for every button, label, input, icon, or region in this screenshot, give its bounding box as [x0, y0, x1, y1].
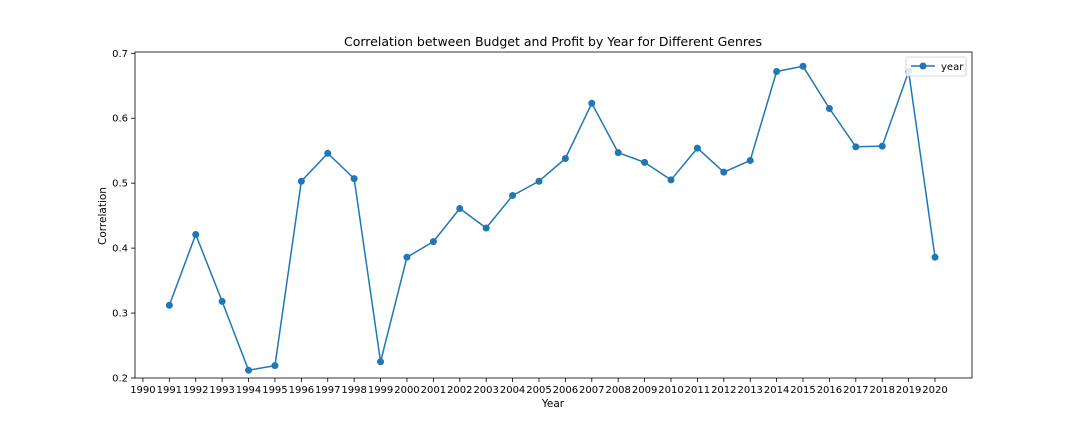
plot-area-frame — [134, 51, 973, 379]
x-tick-label: 2010 — [658, 385, 683, 396]
x-tick-label: 2011 — [685, 385, 710, 396]
y-axis-label: Correlation — [97, 187, 109, 245]
x-tick-label: 2000 — [394, 385, 419, 396]
x-tick-label: 1995 — [262, 385, 287, 396]
data-point — [614, 149, 622, 157]
data-point — [297, 177, 305, 185]
data-point — [271, 362, 279, 370]
data-point — [324, 149, 332, 157]
series-line — [168, 65, 936, 371]
x-tick-label: 2019 — [896, 385, 921, 396]
x-tick-label: 2004 — [500, 385, 525, 396]
x-tick-label: 2008 — [605, 385, 630, 396]
x-tick-label: 2006 — [553, 385, 578, 396]
data-point — [878, 142, 886, 150]
x-tick-label: 2014 — [764, 385, 789, 396]
y-tick-label: 0.5 — [112, 179, 128, 190]
data-point — [403, 253, 411, 261]
data-point — [535, 177, 543, 185]
x-tick-label: 1990 — [130, 385, 155, 396]
data-point — [245, 366, 253, 374]
data-point — [588, 99, 596, 107]
data-point — [799, 62, 807, 70]
data-point — [456, 205, 464, 213]
data-point — [218, 297, 226, 305]
x-axis-label: Year — [541, 398, 565, 410]
data-point — [377, 358, 385, 366]
data-point — [852, 143, 860, 151]
data-point — [165, 301, 173, 309]
x-tick-label: 2012 — [711, 385, 736, 396]
x-tick-label: 2009 — [632, 385, 657, 396]
y-tick-label: 0.2 — [112, 374, 128, 385]
x-tick-label: 1999 — [368, 385, 393, 396]
x-tick-label: 1993 — [209, 385, 234, 396]
x-tick-label: 2001 — [421, 385, 446, 396]
x-tick-label: 1996 — [289, 385, 314, 396]
x-tick-label: 2007 — [579, 385, 604, 396]
x-tick-label: 2003 — [473, 385, 498, 396]
legend-marker-swatch — [919, 62, 927, 70]
data-point — [561, 155, 569, 163]
y-tick-label: 0.7 — [112, 49, 128, 60]
x-tick-label: 1994 — [236, 385, 261, 396]
x-tick-label: 2002 — [447, 385, 472, 396]
legend-label: year — [941, 62, 964, 73]
data-point — [350, 175, 358, 183]
legend: year — [905, 56, 967, 77]
data-point — [773, 67, 781, 75]
chart-title: Correlation between Budget and Profit by… — [344, 34, 762, 49]
x-tick-label: 1998 — [341, 385, 366, 396]
x-tick-label: 2018 — [870, 385, 895, 396]
x-tick-label: 2013 — [737, 385, 762, 396]
x-tick-label: 2015 — [790, 385, 815, 396]
data-point — [667, 176, 675, 184]
data-point — [429, 238, 437, 246]
y-tick-label: 0.6 — [112, 114, 128, 125]
x-tick-label: 2020 — [922, 385, 947, 396]
x-tick-label: 2005 — [526, 385, 551, 396]
x-tick-label: 1992 — [183, 385, 208, 396]
data-point — [720, 168, 728, 176]
data-point — [746, 156, 754, 164]
data-point — [482, 224, 490, 232]
data-point — [641, 158, 649, 166]
data-point — [509, 192, 517, 200]
x-tick-label: 2016 — [817, 385, 842, 396]
y-tick-label: 0.3 — [112, 309, 128, 320]
legend-box — [905, 56, 967, 77]
x-tick-label: 2017 — [843, 385, 868, 396]
y-tick-label: 0.4 — [112, 244, 128, 255]
data-point — [192, 230, 200, 238]
data-point — [931, 253, 939, 261]
data-point — [825, 104, 833, 112]
x-tick-label: 1991 — [157, 385, 182, 396]
data-point — [693, 144, 701, 152]
x-tick-label: 1997 — [315, 385, 340, 396]
